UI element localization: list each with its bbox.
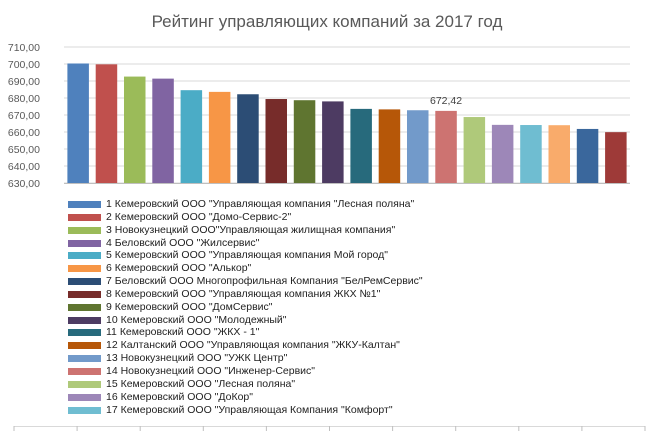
legend-label: 8 Кемеровский ООО "Управляющая компания … [106, 287, 381, 300]
legend-swatch [68, 239, 101, 247]
bar [180, 90, 203, 183]
legend-item: 4 Беловский ООО "Жилсервис" [68, 237, 588, 250]
legend-label: 13 Новокузнецкий ООО "УЖК Центр" [106, 352, 288, 365]
bar [322, 101, 344, 183]
legend-swatch [68, 213, 101, 221]
legend-item: 17 Кемеровский ООО "Управляющая Компания… [68, 404, 588, 417]
bar [520, 125, 542, 183]
legend-item: 5 Кемеровский ООО "Управляющая компания … [68, 249, 588, 262]
legend-item: 13 Новокузнецкий ООО "УЖК Центр" [68, 352, 588, 365]
gridlines [64, 46, 630, 184]
legend-label: 11 Кемеровский ООО "ЖКХ - 1" [106, 326, 260, 339]
bar [576, 128, 599, 183]
legend-item: 1 Кемеровский ООО "Управляющая компания … [68, 198, 588, 211]
legend-item: 6 Кемеровский ООО "Алькор" [68, 262, 588, 275]
chart-legend: 1 Кемеровский ООО "Управляющая компания … [68, 198, 588, 416]
legend-swatch [68, 380, 101, 388]
y-tick-label: 630,00 [8, 178, 40, 190]
y-tick-label: 690,00 [8, 76, 40, 88]
legend-item: 11 Кемеровский ООО "ЖКХ - 1" [68, 326, 588, 339]
bar [406, 110, 429, 183]
legend-label: 5 Кемеровский ООО "Управляющая компания … [106, 249, 389, 262]
legend-label: 16 Кемеровский ООО "ДоКор" [106, 390, 253, 403]
bar [67, 63, 89, 183]
legend-item: 16 Кемеровский ООО "ДоКор" [68, 391, 588, 404]
y-axis-ticks: 630,00 640,00 650,00 660,00 670,00 680,00 690,… [8, 42, 40, 190]
bar [548, 125, 571, 183]
legend-swatch [68, 329, 101, 337]
legend-item: 9 Кемеровский ООО "ДомСервис" [68, 301, 588, 314]
legend-item: 2 Кемеровский ООО "Домо-Сервис-2" [68, 211, 588, 224]
y-tick-label: 650,00 [8, 144, 40, 156]
y-tick-label: 700,00 [8, 59, 40, 71]
legend-swatch [68, 201, 101, 208]
legend-swatch [68, 303, 101, 311]
legend-label: 15 Кемеровский ООО "Лесная поляна" [106, 377, 296, 390]
legend-swatch [68, 226, 101, 234]
legend-swatch [68, 355, 101, 363]
legend-item: 12 Калтанский ООО "Управляющая компания … [68, 339, 588, 352]
legend-label: 3 Новокузнецкий ООО"Управляющая жилищная… [106, 223, 396, 236]
legend-item: 15 Кемеровский ООО "Лесная поляна" [68, 378, 588, 391]
legend-swatch [68, 316, 101, 324]
bar [491, 124, 514, 183]
legend-swatch [68, 406, 101, 414]
data-label: 672,42 [430, 95, 462, 107]
y-tick-label: 670,00 [8, 110, 40, 122]
bar [95, 64, 118, 183]
legend-swatch [68, 252, 101, 260]
legend-item: 8 Кемеровский ООО "Управляющая компания … [68, 288, 588, 301]
data-labels: 672,42 [430, 95, 462, 107]
y-tick-label: 640,00 [8, 161, 40, 173]
legend-swatch [68, 367, 101, 375]
bar [152, 78, 174, 183]
legend-item: 10 Кемеровский ООО "Молодежный" [68, 314, 588, 327]
legend-swatch [68, 342, 101, 350]
legend-label: 10 Кемеровский ООО "Молодежный" [106, 313, 287, 326]
bar [293, 100, 316, 183]
legend-label: 9 Кемеровский ООО "ДомСервис" [106, 300, 273, 313]
legend-label: 4 Беловский ООО "Жилсервис" [106, 236, 260, 249]
legend-label: 7 Беловский ООО Многопрофильная Компания… [106, 275, 423, 288]
legend-label: 1 Кемеровский ООО "Управляющая компания … [106, 198, 415, 210]
bar [208, 91, 231, 183]
bars [67, 63, 627, 183]
legend-item: 7 Беловский ООО Многопрофильная Компания… [68, 275, 588, 288]
y-tick-label: 680,00 [8, 93, 40, 105]
legend-swatch [68, 393, 101, 401]
bar [123, 76, 146, 183]
bar [350, 108, 372, 183]
legend-label: 17 Кемеровский ООО "Управляющая Компания… [106, 403, 393, 416]
chart-title: Рейтинг управляющих компаний за 2017 год [152, 12, 503, 31]
legend-label: 12 Калтанский ООО "Управляющая компания … [106, 339, 400, 352]
bar [378, 109, 401, 183]
bar [237, 94, 259, 183]
bar [435, 110, 457, 183]
legend-swatch [68, 278, 101, 286]
legend-item: 3 Новокузнецкий ООО"Управляющая жилищная… [68, 224, 588, 237]
legend-label: 2 Кемеровский ООО "Домо-Сервис-2" [106, 210, 292, 223]
y-tick-label: 710,00 [8, 42, 40, 54]
x-axis [13, 183, 646, 431]
bar [463, 117, 486, 183]
legend-label: 14 Новокузнецкий ООО "Инженер-Сервис" [106, 364, 316, 377]
bar [265, 99, 288, 183]
legend-swatch [68, 290, 101, 298]
legend-item: 14 Новокузнецкий ООО "Инженер-Сервис" [68, 365, 588, 378]
bar [605, 132, 627, 183]
legend-swatch [68, 265, 101, 273]
y-tick-label: 660,00 [8, 127, 40, 139]
legend-label: 6 Кемеровский ООО "Алькор" [106, 262, 252, 275]
